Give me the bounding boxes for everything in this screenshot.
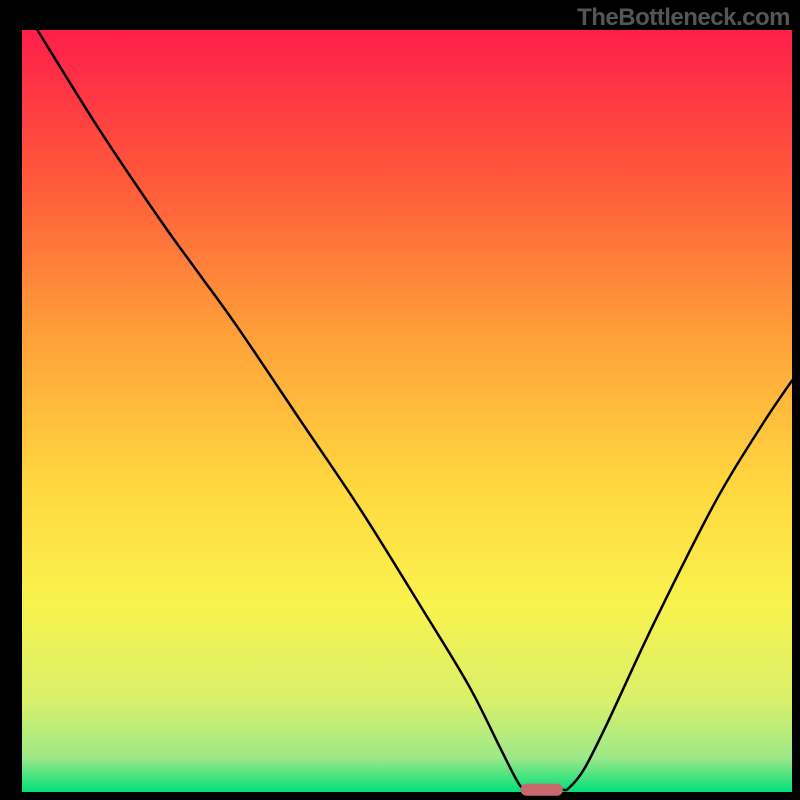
optimal-marker-pill	[521, 784, 563, 796]
bottleneck-chart: TheBottleneck.com	[0, 0, 800, 800]
gradient-curve-chart	[0, 0, 800, 800]
plot-background	[22, 30, 792, 792]
